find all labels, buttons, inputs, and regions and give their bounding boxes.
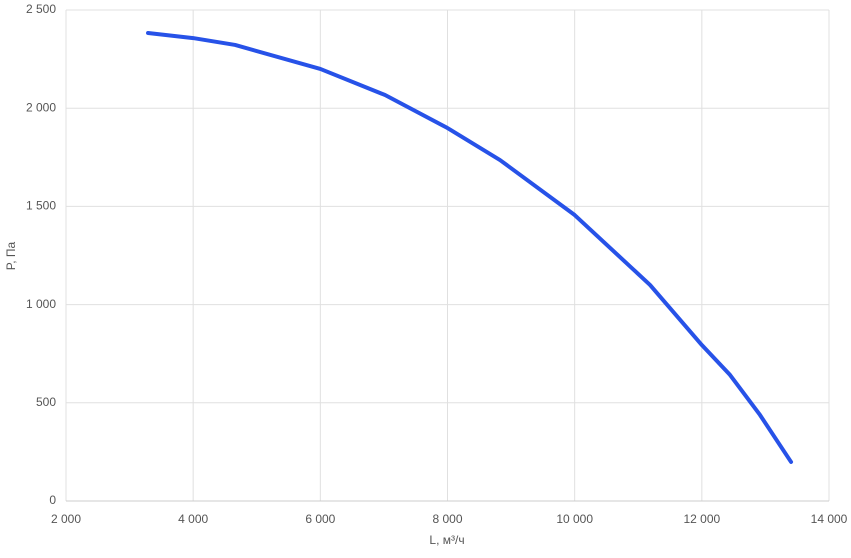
y-axis-label: P, Па	[4, 241, 18, 270]
x-tick-label: 2 000	[51, 512, 81, 526]
y-tick-label: 2 500	[26, 2, 56, 16]
x-axis-label: L, м³/ч	[429, 533, 464, 547]
y-tick-label: 1 500	[26, 199, 56, 213]
x-tick-label: 14 000	[811, 512, 848, 526]
y-tick-label: 1 000	[26, 297, 56, 311]
data-line	[146, 30, 794, 464]
x-tick-label: 8 000	[432, 512, 462, 526]
y-tick-label: 500	[36, 395, 56, 409]
y-tick-label: 2 000	[26, 100, 56, 114]
x-tick-label: 12 000	[683, 512, 720, 526]
x-tick-label: 10 000	[556, 512, 593, 526]
y-tick-label: 0	[49, 493, 56, 507]
x-tick-label: 4 000	[178, 512, 208, 526]
x-tick-label: 6 000	[305, 512, 335, 526]
